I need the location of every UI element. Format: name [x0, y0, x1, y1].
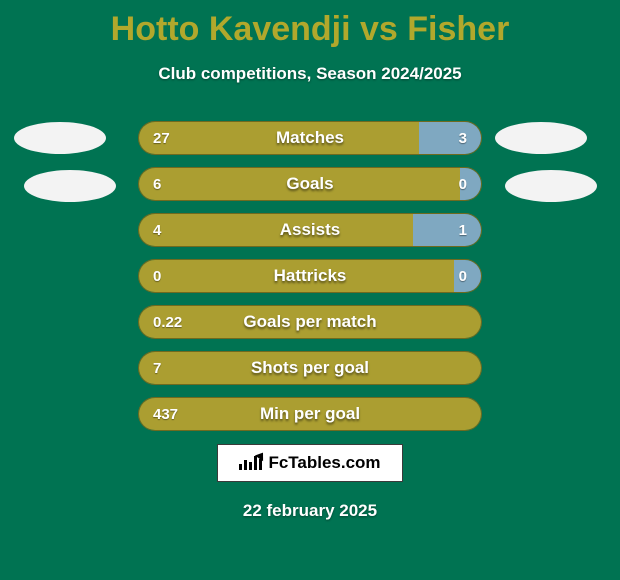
- stat-row: 41Assists: [138, 213, 482, 247]
- stat-right-value: 0: [459, 268, 467, 285]
- source-badge-text: FcTables.com: [268, 453, 380, 473]
- stat-row: 0.22Goals per match: [138, 305, 482, 339]
- stat-row: 60Goals: [138, 167, 482, 201]
- left-team-oval: [14, 122, 106, 154]
- left-team-oval: [24, 170, 116, 202]
- stat-left-value: 6: [153, 176, 161, 193]
- chart-subtitle: Club competitions, Season 2024/2025: [0, 64, 620, 84]
- stat-row: 437Min per goal: [138, 397, 482, 431]
- stat-right-segment: 3: [419, 122, 481, 154]
- stat-right-value: 0: [459, 176, 467, 193]
- stat-row: 00Hattricks: [138, 259, 482, 293]
- stat-row: 273Matches: [138, 121, 482, 155]
- stat-left-segment: 437: [139, 398, 481, 430]
- stat-left-value: 4: [153, 222, 161, 239]
- stat-left-value: 437: [153, 406, 178, 423]
- right-team-oval: [495, 122, 587, 154]
- stat-left-value: 27: [153, 130, 170, 147]
- stat-left-segment: 27: [139, 122, 419, 154]
- stat-right-segment: 0: [454, 260, 481, 292]
- stat-left-segment: 6: [139, 168, 460, 200]
- stat-left-segment: 7: [139, 352, 481, 384]
- footer-date: 22 february 2025: [0, 501, 620, 521]
- stat-row: 7Shots per goal: [138, 351, 482, 385]
- stat-left-value: 7: [153, 360, 161, 377]
- comparison-chart: Hotto Kavendji vs Fisher Club competition…: [0, 0, 620, 580]
- chart-title: Hotto Kavendji vs Fisher: [0, 10, 620, 49]
- stat-left-segment: 4: [139, 214, 413, 246]
- stat-left-segment: 0.22: [139, 306, 481, 338]
- stat-right-value: 3: [459, 130, 467, 147]
- stat-left-value: 0: [153, 268, 161, 285]
- stat-right-segment: 1: [413, 214, 481, 246]
- stat-right-value: 1: [459, 222, 467, 239]
- bars-icon: [239, 456, 262, 470]
- source-badge: FcTables.com: [217, 444, 403, 482]
- stat-right-segment: 0: [460, 168, 481, 200]
- right-team-oval: [505, 170, 597, 202]
- stat-left-value: 0.22: [153, 314, 182, 331]
- stat-left-segment: 0: [139, 260, 454, 292]
